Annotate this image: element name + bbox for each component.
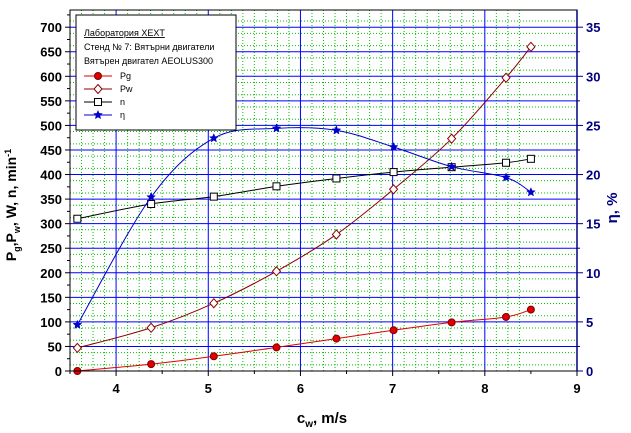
left-axis-tick-label: 700 <box>40 20 62 35</box>
data-point <box>526 154 535 163</box>
data-point <box>331 125 342 135</box>
series-pw <box>72 41 536 354</box>
data-point <box>147 200 156 209</box>
left-axis-tick-label: 150 <box>40 290 62 305</box>
legend-marker <box>93 83 103 95</box>
data-point <box>389 168 398 177</box>
y-axis-left-title: Pg,Pw, W, n, min-1 <box>3 149 22 261</box>
right-axis-tick-label: 10 <box>586 266 600 281</box>
y-axis-right-title: η, % <box>604 193 621 224</box>
left-axis-tick-label: 350 <box>40 192 62 207</box>
data-point <box>73 214 82 223</box>
data-point <box>146 191 157 202</box>
data-point <box>209 352 218 361</box>
data-point <box>209 297 219 309</box>
legend-item: η <box>84 109 125 120</box>
legend-marker <box>94 98 102 106</box>
legend-label: Pw <box>120 84 133 94</box>
data-point <box>526 41 536 53</box>
right-axis-tick-label: 20 <box>586 168 600 183</box>
legend-item: Pg <box>84 71 131 81</box>
x-axis-title: cw, m/s <box>297 410 347 430</box>
left-axis-tick-label: 50 <box>48 339 62 354</box>
left-axis-tick-label: 400 <box>40 168 62 183</box>
legend-items: Pg Pw nη <box>84 71 133 120</box>
right-axis-tick-label: 25 <box>586 118 600 133</box>
data-point <box>332 334 341 343</box>
right-axis: 0 5 10 15 20 25 30 35 <box>576 10 600 379</box>
x-axis-tick-label: 5 <box>205 381 212 396</box>
data-point <box>208 133 219 143</box>
x-axis-tick-label: 6 <box>297 381 304 396</box>
right-axis-tick-label: 15 <box>586 217 600 232</box>
x-axis-tick-label: 8 <box>481 381 488 396</box>
series-line <box>76 127 532 326</box>
left-axis-tick-label: 300 <box>40 217 62 232</box>
data-point <box>271 123 282 133</box>
data-point <box>447 318 456 327</box>
right-axis-tick-label: 0 <box>586 364 593 379</box>
left-axis-tick-label: 500 <box>40 118 62 133</box>
left-axis-tick-label: 0 <box>55 364 62 379</box>
data-point <box>332 174 341 183</box>
data-point <box>209 192 218 201</box>
legend-header-engine: Вятърен двигател AEOLUS300 <box>84 56 213 66</box>
x-axis-tick-label: 7 <box>389 381 396 396</box>
legend-item: Pw <box>84 83 133 95</box>
data-point <box>146 322 156 334</box>
data-point <box>526 305 535 314</box>
legend-marker <box>94 72 102 80</box>
data-point <box>271 266 282 277</box>
data-point <box>446 133 457 144</box>
left-axis-tick-label: 650 <box>40 45 62 60</box>
series-layer <box>72 41 536 375</box>
series-line <box>77 158 531 220</box>
left-axis-tick-label: 600 <box>40 69 62 84</box>
data-point <box>331 229 342 240</box>
series-pg <box>73 305 535 375</box>
data-point <box>502 158 511 167</box>
legend-label: Pg <box>120 71 131 81</box>
left-axis-tick-label: 450 <box>40 143 62 158</box>
data-point <box>72 342 83 354</box>
data-point <box>272 182 281 191</box>
bottom-axis: 4 5 6 7 8 9 <box>69 371 581 396</box>
data-point <box>147 360 156 369</box>
data-point <box>501 172 511 182</box>
right-axis-tick-label: 5 <box>586 315 593 330</box>
legend-header-stand: Стенд № 7: Вятърни двигатели <box>84 42 214 52</box>
left-axis: 0 50 100 150 200 250 300 350 400 450 500 550 600 650 7… <box>40 14 70 379</box>
left-axis-tick-label: 200 <box>40 266 62 281</box>
data-point <box>388 141 399 152</box>
data-point <box>502 312 511 321</box>
series-eta <box>72 123 536 329</box>
series-n <box>73 154 535 223</box>
x-axis-tick-label: 9 <box>573 381 580 396</box>
right-axis-tick-label: 35 <box>586 20 600 35</box>
legend-item: n <box>84 97 125 107</box>
legend: Лаборатория ХЕХТ Стенд № 7: Вятърни двиг… <box>75 14 237 131</box>
x-axis-tick-label: 4 <box>112 381 120 396</box>
data-point <box>72 319 83 329</box>
data-point <box>526 187 536 197</box>
legend-label: n <box>120 97 125 107</box>
data-point <box>272 343 281 352</box>
left-axis-tick-label: 550 <box>40 94 62 109</box>
data-point <box>388 184 399 195</box>
data-point <box>501 72 511 84</box>
data-point <box>446 161 457 171</box>
legend-label: η <box>120 110 125 120</box>
right-axis-tick-label: 30 <box>586 69 600 84</box>
left-axis-tick-label: 100 <box>40 315 62 330</box>
legend-marker <box>93 109 103 120</box>
legend-header-lab: Лаборатория ХЕХТ <box>84 28 165 38</box>
legend-box <box>75 14 237 131</box>
data-point <box>389 326 398 335</box>
left-axis-tick-label: 250 <box>40 241 62 256</box>
